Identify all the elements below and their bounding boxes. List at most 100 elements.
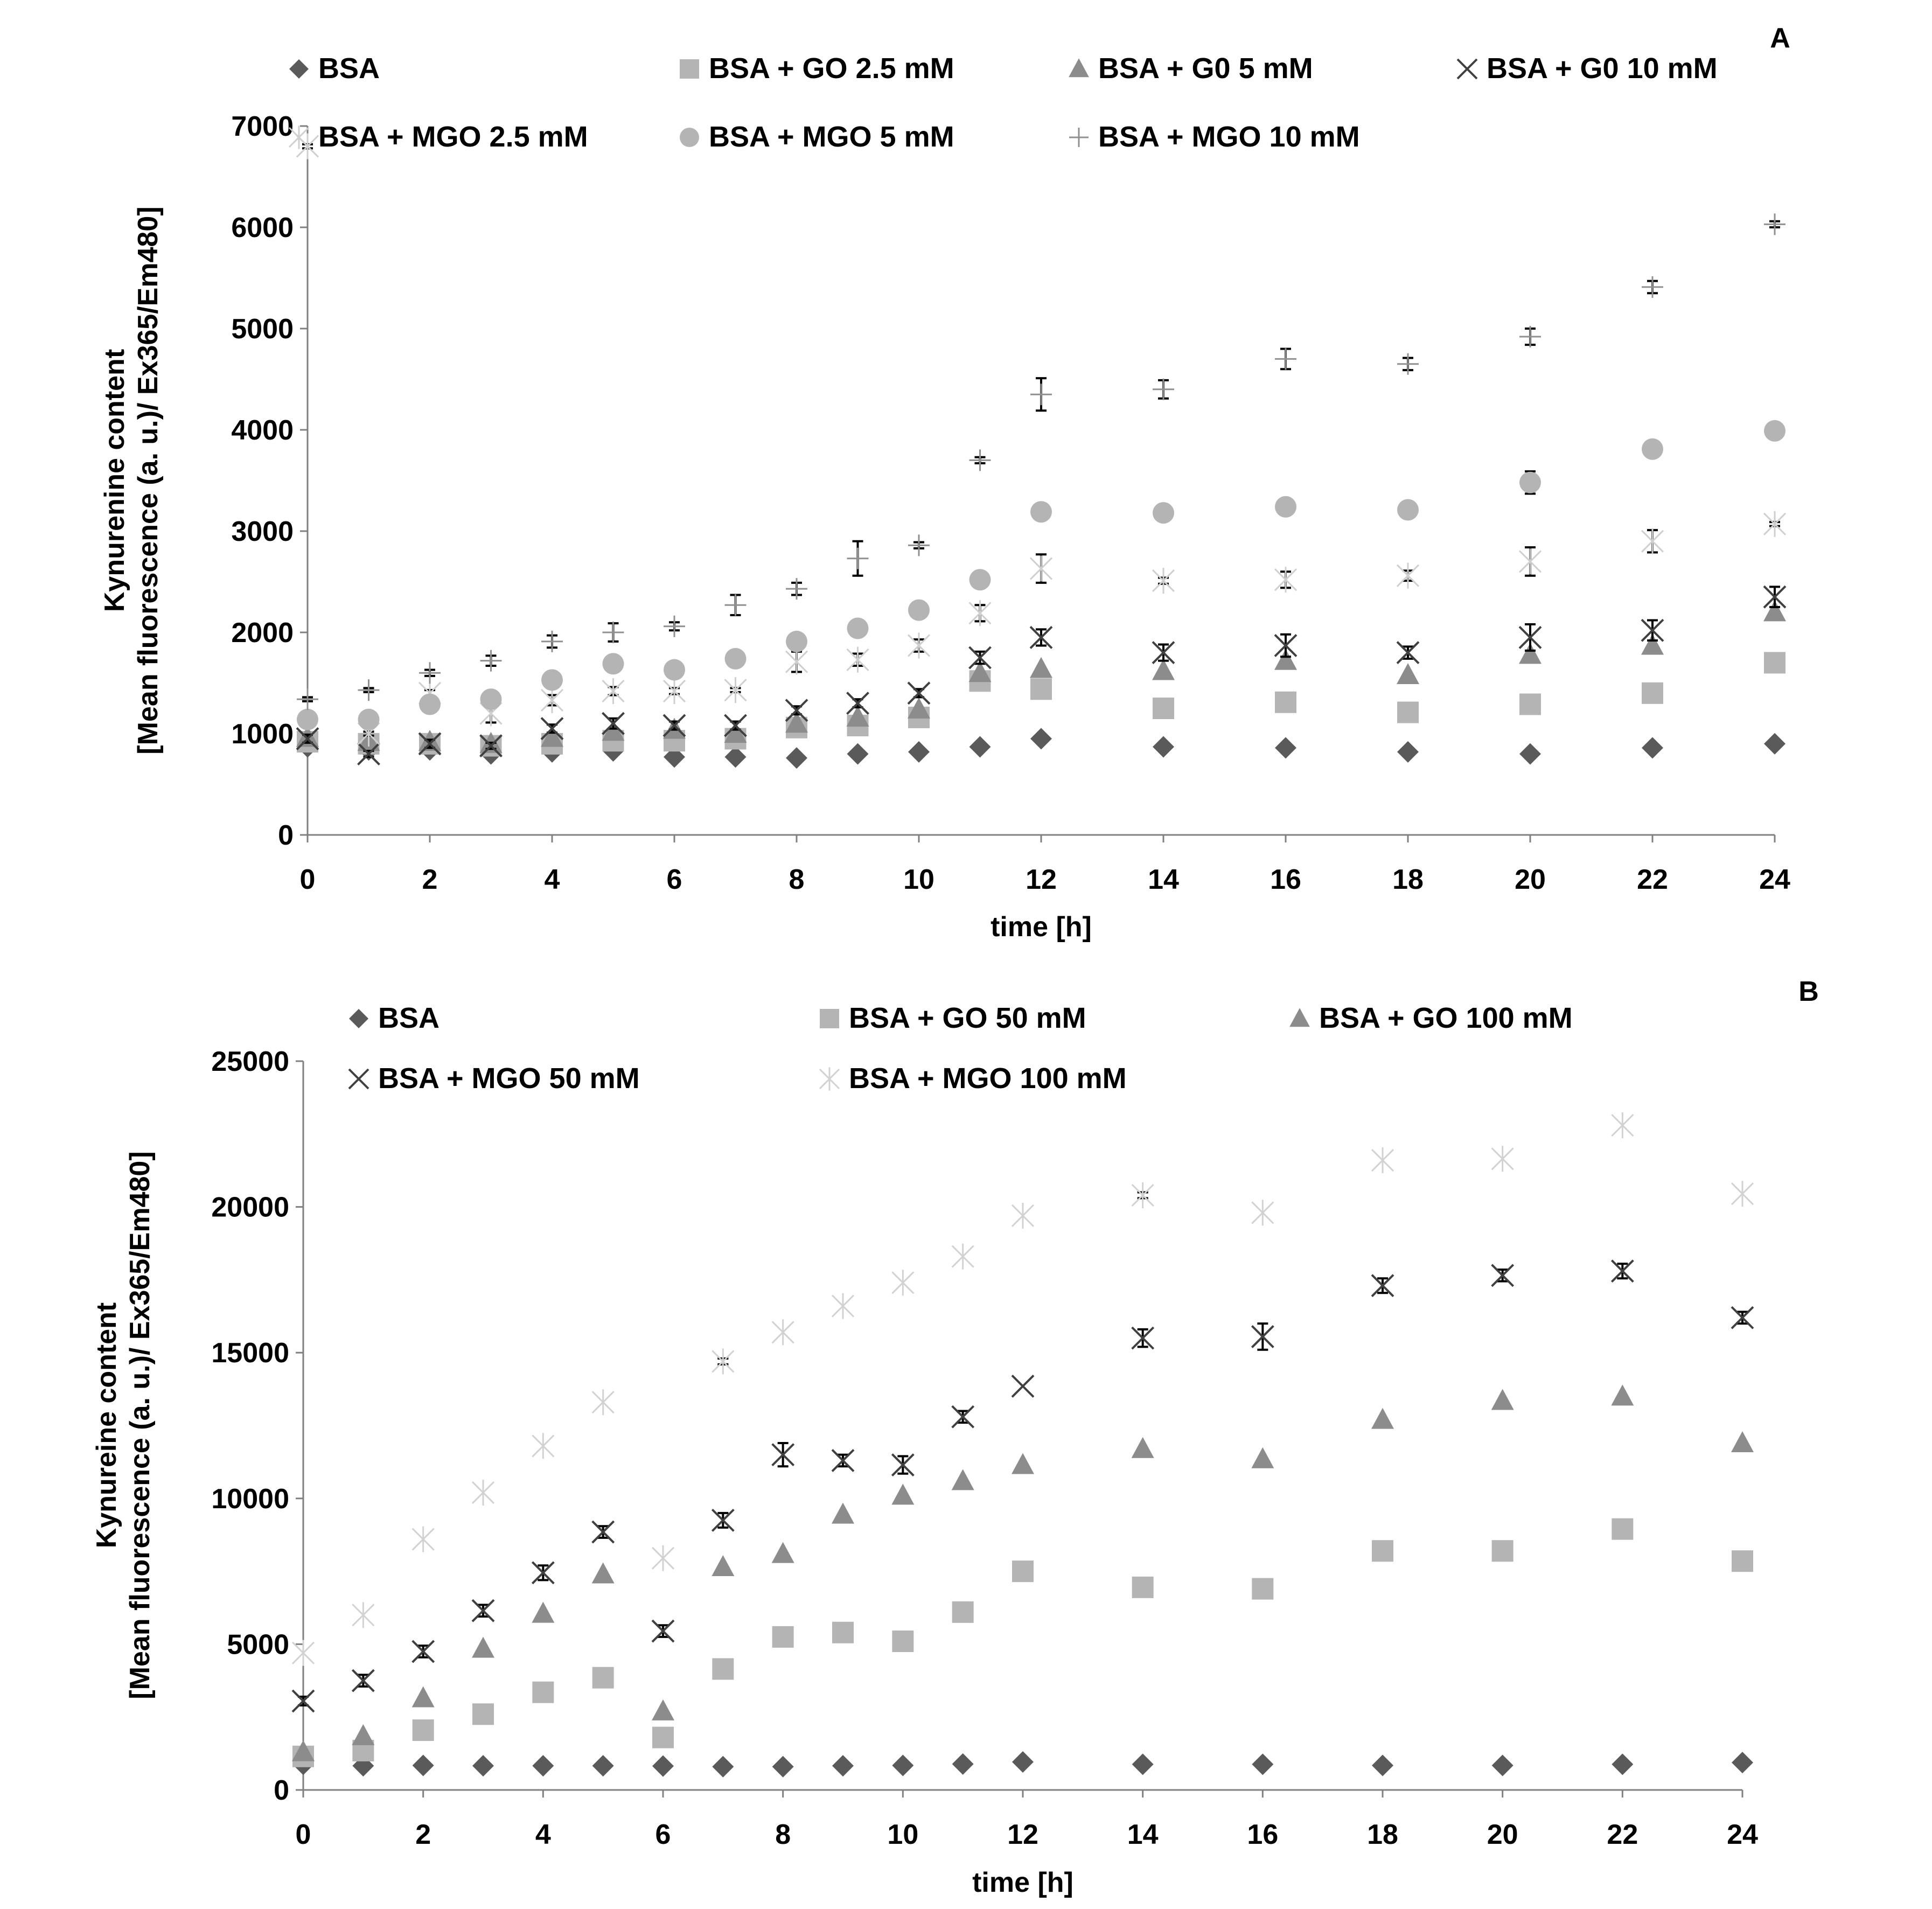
data-point	[472, 1703, 494, 1725]
data-point	[602, 712, 625, 735]
data-point	[1612, 1518, 1634, 1540]
data-point	[532, 1433, 555, 1459]
data-point	[724, 714, 747, 737]
data-point	[662, 678, 686, 705]
y-tick-label: 0	[274, 1775, 289, 1806]
data-point	[471, 1479, 495, 1506]
y-tick-label: 0	[278, 820, 294, 851]
data-point	[591, 1520, 615, 1544]
data-point	[1030, 384, 1052, 406]
data-point	[1763, 600, 1786, 622]
legend-marker-plus	[1069, 128, 1089, 147]
data-point	[1372, 1754, 1393, 1776]
series-bsa-mgo-50-mm	[291, 1259, 1754, 1713]
legend-label: BSA + MGO 100 mM	[849, 1062, 1127, 1095]
data-point	[1491, 1540, 1513, 1562]
data-point	[785, 699, 808, 722]
y-tick-label: 3000	[231, 516, 294, 547]
data-point	[541, 630, 563, 652]
data-point	[846, 646, 869, 673]
data-point	[352, 1724, 375, 1745]
data-point	[411, 1686, 435, 1708]
x-axis-title-b: time [h]	[972, 1867, 1073, 1898]
legend-marker-triangle	[1069, 58, 1089, 78]
data-point	[1491, 1754, 1513, 1776]
data-point	[711, 1508, 735, 1532]
data-point	[479, 734, 503, 757]
y-axis-title-b: Kynureine content [Mean fluorescence (a.…	[91, 1151, 156, 1699]
y-tick-label: 2000	[231, 617, 294, 649]
data-point	[1275, 496, 1296, 518]
x-tick-label: 20	[1487, 1819, 1518, 1850]
y-axis-title-b-line2: [Mean fluorescence (a. u.)/ Ex365/Em480]	[124, 1151, 156, 1699]
data-point	[786, 747, 807, 769]
legend-item-bsa-mgo-2-5-mm: BSA + MGO 2.5 mM	[288, 121, 588, 153]
data-point	[892, 1754, 914, 1776]
data-point	[908, 534, 930, 556]
data-point	[832, 1621, 854, 1643]
legend-label: BSA	[318, 52, 380, 85]
data-point	[472, 1755, 494, 1777]
data-point	[1641, 633, 1664, 655]
data-point	[418, 732, 442, 756]
x-tick-label: 22	[1637, 864, 1668, 895]
data-point	[592, 1755, 614, 1777]
legend-label: BSA + G0 10 mM	[1487, 52, 1718, 85]
legend-marker-square	[820, 1009, 839, 1028]
data-point	[1764, 652, 1785, 674]
data-point	[651, 1545, 675, 1571]
x-tick-label: 0	[296, 1819, 311, 1850]
data-point	[1153, 502, 1174, 524]
series-bsa-mgo-100-mm	[291, 1112, 1754, 1666]
y-tick-label: 25000	[211, 1046, 289, 1077]
data-point	[1642, 682, 1663, 704]
data-point	[724, 677, 747, 703]
data-point	[772, 1626, 794, 1648]
data-point	[1251, 1200, 1274, 1226]
data-point	[968, 646, 992, 670]
data-point	[846, 705, 869, 727]
data-point	[847, 743, 869, 765]
y-tick-label: 15000	[211, 1337, 289, 1369]
data-point	[1011, 1202, 1035, 1229]
x-tick-label: 12	[1007, 1819, 1038, 1850]
data-point	[664, 615, 685, 637]
data-point	[471, 1599, 495, 1622]
data-point	[786, 630, 807, 652]
data-point	[1030, 501, 1052, 523]
legend-item-bsa-mgo-50-mm: BSA + MGO 50 mM	[348, 1062, 640, 1095]
data-point	[1252, 1753, 1274, 1775]
data-point	[1274, 649, 1297, 670]
legend-marker-diamond	[289, 59, 309, 79]
x-tick-label: 12	[1026, 864, 1057, 895]
data-point	[1764, 213, 1785, 235]
data-point	[664, 746, 685, 768]
data-point	[772, 1755, 794, 1778]
data-point	[1152, 659, 1175, 680]
legend-b: BSA BSA + GO 50 mM BSA + GO 100 mM BSA + MG…	[348, 1002, 1573, 1095]
x-tick-label: 16	[1247, 1819, 1278, 1850]
data-point	[785, 712, 808, 733]
data-point	[968, 600, 992, 626]
x-tick-label: 0	[300, 864, 316, 895]
data-point	[1518, 548, 1542, 575]
data-point	[1030, 678, 1052, 700]
y-tick-label: 10000	[211, 1483, 289, 1515]
data-point	[1131, 1437, 1154, 1458]
x-tick-label: 18	[1367, 1819, 1398, 1850]
legend-item-bsa-mgo-5-mm: BSA + MGO 5 mM	[680, 121, 954, 153]
data-point	[1642, 438, 1663, 460]
data-point	[1012, 1560, 1034, 1583]
data-point	[724, 722, 747, 743]
data-point	[1519, 326, 1541, 348]
data-point	[1397, 701, 1419, 723]
data-point	[832, 1502, 854, 1524]
data-point	[1732, 1752, 1753, 1774]
data-point	[908, 599, 930, 621]
series-bsa-g0-10-mm	[296, 585, 1787, 766]
legend-item-bsa: BSA	[289, 52, 380, 85]
data-point	[1152, 568, 1175, 594]
data-point	[1252, 1578, 1274, 1600]
data-point	[480, 688, 502, 710]
